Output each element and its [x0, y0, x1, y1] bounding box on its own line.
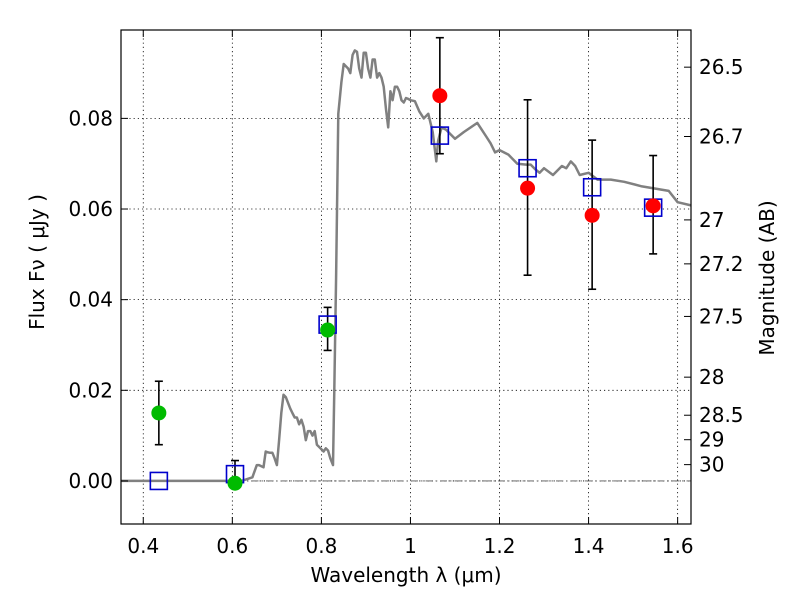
flux-data-point — [432, 88, 448, 104]
grid-lines — [121, 30, 691, 524]
plot-frame — [120, 29, 692, 525]
x-tick-label: 1.4 — [573, 534, 605, 558]
magnitude-tick-label: 29 — [699, 428, 724, 452]
flux-data-point — [151, 405, 167, 421]
y-tick-label: 0.02 — [68, 378, 113, 402]
magnitude-tick-label: 27 — [699, 208, 724, 232]
flux-data-point — [227, 475, 243, 491]
magnitude-tick-label: 26.5 — [699, 55, 744, 79]
x-tick-label: 0.6 — [216, 534, 248, 558]
model-band-flux-square — [582, 177, 602, 197]
model-band-flux-square — [149, 471, 169, 491]
flux-data-point — [320, 322, 336, 338]
x-tick-label: 1.6 — [662, 534, 694, 558]
model-spectrum-line — [121, 49, 692, 483]
flux-data-point — [584, 207, 600, 223]
magnitude-tick-label: 27.2 — [699, 252, 744, 276]
magnitude-tick-label: 28.5 — [699, 403, 744, 427]
magnitude-tick-label: 28 — [699, 365, 724, 389]
x-tick-label: 1.2 — [484, 534, 516, 558]
y-tick-label: 0.06 — [68, 197, 113, 221]
y-tick-label: 0.08 — [68, 106, 113, 130]
magnitude-tick-label: 27.5 — [699, 304, 744, 328]
y-ticks: 0.00 0.02 0.04 0.06 0.08 — [68, 106, 128, 493]
x-tick-label: 0.8 — [305, 534, 337, 558]
flux-data-point — [520, 180, 536, 196]
y-tick-label: 0.04 — [68, 288, 113, 312]
magnitude-tick-label: 26.7 — [699, 125, 744, 149]
magnitude-tick-label: 30 — [699, 453, 724, 477]
model-band-flux-square — [518, 158, 537, 178]
magnitude-axis-label: Magnitude (AB) — [755, 200, 779, 355]
flux-data-point — [645, 198, 661, 214]
plot-series — [121, 36, 692, 491]
x-axis-label: Wavelength λ (μm) — [310, 563, 501, 587]
x-tick-label: 0.4 — [127, 534, 159, 558]
y-axis-label: Flux Fν ( μJy ) — [25, 194, 49, 330]
x-ticks: 0.4 0.6 0.8 1 1.2 1.4 1.6 — [127, 30, 694, 558]
model-band-flux-square — [430, 126, 450, 145]
x-tick-label: 1 — [404, 534, 417, 558]
y-tick-label: 0.00 — [68, 469, 113, 493]
